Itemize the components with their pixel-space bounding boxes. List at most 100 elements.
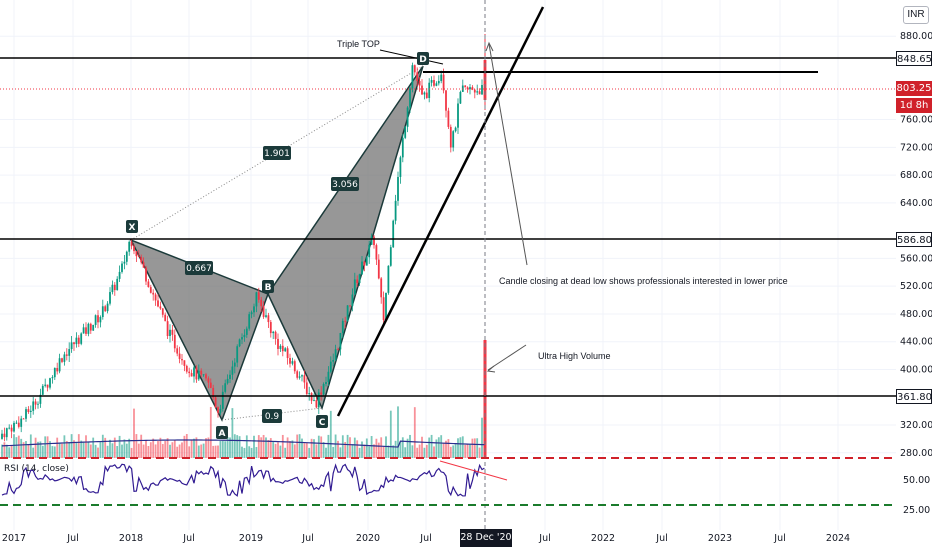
volume-bar — [286, 437, 289, 458]
candle-body — [361, 261, 363, 275]
candle-body — [397, 176, 399, 201]
volume-bar — [265, 437, 267, 458]
volume-bar — [27, 444, 30, 458]
volume-bar — [104, 437, 107, 458]
candle-body — [418, 80, 421, 86]
currency-badge[interactable]: INR — [903, 6, 929, 24]
volume-bar — [209, 406, 212, 458]
volume-bar — [313, 439, 315, 458]
volume-bar — [445, 440, 447, 458]
volume-bar — [353, 437, 356, 458]
candle-body — [75, 337, 78, 345]
candle-body — [375, 245, 378, 260]
volume-bar — [82, 442, 85, 458]
volume-bar — [320, 436, 323, 458]
candle-body — [385, 292, 387, 320]
candle-body — [10, 427, 13, 432]
volume-bar — [447, 439, 450, 458]
candle-body — [212, 387, 215, 398]
volume-bar — [15, 437, 18, 458]
candle-body — [121, 263, 123, 272]
candle-body — [421, 85, 423, 95]
volume-bar — [34, 437, 37, 458]
candle-body — [99, 317, 102, 323]
volume-bar — [53, 446, 56, 458]
candle-body — [305, 382, 308, 394]
volume-bar — [373, 444, 375, 458]
candle-body — [452, 131, 455, 148]
candle-body — [365, 257, 368, 266]
volume-bar — [183, 435, 186, 458]
candle-note-pointer — [488, 43, 528, 266]
candle-body — [226, 378, 229, 384]
volume-bar — [63, 435, 66, 458]
candle-body — [159, 306, 162, 309]
candle-body — [320, 392, 323, 395]
point-b-label: B — [265, 283, 272, 293]
candle-body — [22, 418, 25, 420]
time-tick-label: 2020 — [356, 533, 380, 544]
candle-body — [92, 324, 95, 331]
candle-body — [425, 92, 428, 99]
candle-body — [449, 126, 452, 148]
volume-bar — [133, 408, 135, 458]
volume-bar — [257, 435, 260, 458]
volume-bar — [41, 445, 44, 458]
volume-bar — [22, 442, 25, 458]
candle-body — [104, 306, 107, 312]
volume-bar — [125, 443, 128, 458]
candle-body — [51, 377, 54, 379]
price-tick-label: 680.00 — [900, 170, 932, 181]
candle-body — [413, 65, 416, 73]
volume-bar — [97, 447, 99, 458]
volume-bar — [101, 434, 104, 458]
volume-bar — [58, 442, 61, 458]
time-axis[interactable]: 2017 Jul 2018 Jul 2019 Jul 2020 Jul Jul 2022 Jul 20… — [2, 533, 850, 544]
candle-body — [481, 85, 483, 95]
time-tick-label: Jul — [538, 533, 550, 544]
candle-body — [140, 257, 143, 263]
volume-bar — [149, 442, 152, 458]
candle-body — [49, 378, 51, 388]
candle-body — [113, 284, 116, 291]
volume-bar — [51, 446, 54, 458]
volume-bar — [10, 445, 13, 458]
volume-bar — [466, 444, 469, 458]
volume-bar — [389, 410, 392, 458]
volume-bar — [113, 437, 116, 458]
volume-bar — [361, 441, 363, 458]
volume-bar — [173, 439, 176, 458]
price-tick-label: 880.00 — [900, 31, 932, 42]
rsi-divergence-line — [439, 460, 508, 481]
candle-body — [469, 87, 471, 90]
price-axis[interactable]: 880.00 760.00 720.00 680.00 640.00 560.00 520.… — [900, 31, 932, 516]
volume-bar — [305, 443, 308, 458]
point-c-label: C — [319, 418, 326, 428]
candle-body — [224, 383, 227, 392]
candle-body — [130, 241, 133, 247]
volume-bar — [109, 439, 111, 458]
candle-body — [389, 247, 392, 266]
candle-body — [133, 246, 135, 252]
triple-top-text: Triple TOP — [337, 39, 380, 49]
candle-body — [346, 305, 349, 322]
candle-body — [236, 346, 239, 363]
volume-bar — [178, 444, 181, 458]
candle-body — [430, 80, 433, 83]
ratio-xb: 0.667 — [186, 264, 212, 274]
candle-body — [423, 92, 426, 95]
volume-bar — [413, 407, 416, 458]
candle-body — [310, 393, 313, 401]
candle-body — [181, 358, 183, 361]
candle-body — [128, 241, 131, 252]
volume-bar — [457, 438, 459, 458]
volume-bar — [368, 446, 371, 458]
volume-bar — [416, 447, 419, 458]
candle-body — [61, 358, 63, 362]
volume-bar — [430, 434, 433, 458]
candle-body — [315, 400, 318, 408]
volume-bar — [382, 446, 385, 458]
pattern-triangle-bcd — [267, 65, 424, 411]
price-tick-label: 480.00 — [900, 309, 932, 320]
